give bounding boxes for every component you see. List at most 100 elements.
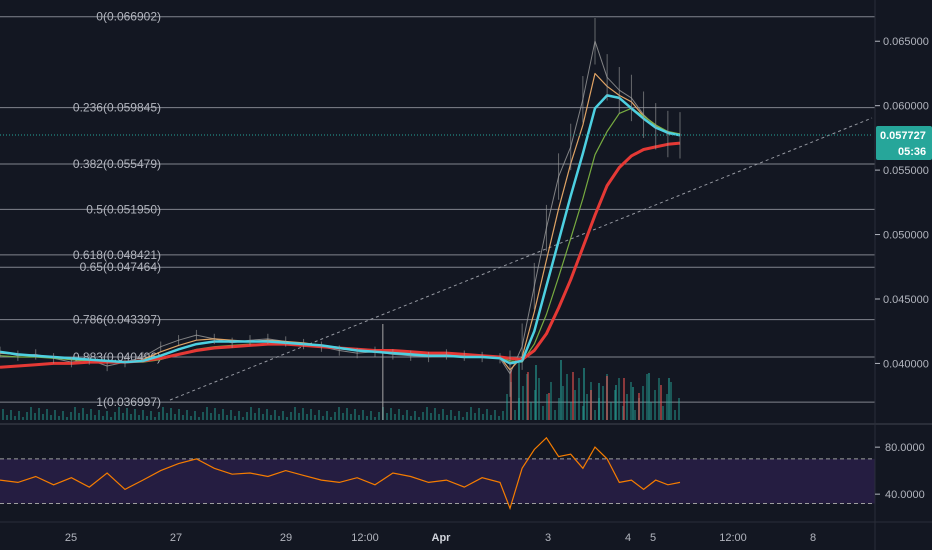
volume-bar [150, 411, 152, 420]
fib-level-label: 0.236(0.059845) [73, 101, 161, 115]
volume-bar [648, 373, 650, 420]
volume-bar [86, 414, 88, 420]
volume-bar [602, 386, 604, 420]
volume-bar [250, 407, 252, 420]
volume-bar [174, 414, 176, 420]
volume-bar [322, 416, 324, 420]
time-axis-tick-label: 12:00 [719, 532, 747, 544]
rsi-axis-tick-label: 40.0000 [885, 489, 925, 501]
volume-bar [10, 410, 12, 420]
time-axis-tick-label: 27 [170, 532, 182, 544]
volume-bar [302, 408, 304, 420]
volume-bar [658, 378, 660, 420]
volume-bar [486, 409, 488, 420]
volume-bar [26, 412, 28, 420]
volume-bar [22, 417, 24, 420]
volume-bar [398, 409, 400, 420]
price-axis[interactable]: 0.065000 0.060000 0.055000 0.050000 0.045000… [875, 36, 929, 370]
volume-bar [474, 413, 476, 420]
volume-bar [660, 385, 662, 420]
volume-bar [110, 417, 112, 420]
volume-bar [562, 386, 564, 420]
volume-bar [470, 407, 472, 420]
volume-bar [538, 378, 540, 420]
volume-bar [290, 412, 292, 420]
series-ma-cyan [0, 94, 681, 365]
volume-bar [162, 407, 164, 420]
current-price-badge-bg [876, 125, 932, 160]
volume-bar [518, 363, 520, 420]
volume-bar [560, 360, 562, 420]
volume-bar [490, 415, 492, 420]
volume-bar [38, 408, 40, 420]
volume-bar [558, 398, 560, 420]
time-axis-tick-label: 3 [545, 532, 551, 544]
fib-level-label: 0.786(0.043397) [73, 313, 161, 327]
volume-bar [618, 378, 620, 420]
volume-bar [210, 413, 212, 420]
volume-bar [30, 407, 32, 420]
volume-bar [178, 409, 180, 420]
price-axis-tick-label: 0.065000 [883, 36, 929, 48]
volume-bar [50, 415, 52, 420]
time-axis-tick-label: 29 [280, 532, 292, 544]
volume-bar [298, 413, 300, 420]
price-axis-tick-label: 0.055000 [883, 165, 929, 177]
volume-bar [462, 417, 464, 420]
volume-bar [422, 412, 424, 420]
volume-bar [646, 374, 648, 420]
volume-bar [426, 407, 428, 420]
price-axis-tick-label: 0.040000 [883, 358, 929, 370]
volume-bar [294, 407, 296, 420]
volume-bar [615, 385, 617, 420]
fib-level-label: 1(0.036997) [96, 395, 161, 409]
volume-bar [572, 372, 574, 420]
volume-bar [354, 409, 356, 420]
dashed-trendline[interactable] [169, 117, 873, 401]
volume-bar [98, 410, 100, 420]
volume-bar [198, 417, 200, 420]
trendline-group[interactable] [169, 117, 873, 401]
volume-bar [154, 417, 156, 420]
volume-bar [634, 410, 636, 420]
volume-bar [54, 410, 56, 420]
volume-bar [522, 386, 524, 420]
volume-bar [218, 414, 220, 420]
volume-bar [2, 409, 4, 420]
time-axis[interactable]: 25 27 29 12:00 Apr 3 4 5 12:00 8 [65, 532, 816, 544]
volume-bar [598, 383, 600, 420]
volume-bars [2, 324, 680, 420]
volume-bar [394, 414, 396, 420]
rsi-line [0, 436, 681, 511]
volume-bar [362, 410, 364, 420]
volume-bar [494, 410, 496, 420]
volume-bar [330, 417, 332, 420]
fibonacci-retracement[interactable]: 0(0.066902) 0.236(0.059845) 0.382(0.055479… [0, 10, 875, 409]
time-axis-tick-label: 8 [810, 532, 816, 544]
volume-bar [18, 411, 20, 420]
volume-bar [270, 415, 272, 420]
volume-bar [590, 390, 592, 420]
volume-bar [194, 411, 196, 420]
time-axis-tick-label: 4 [625, 532, 631, 544]
volume-bar [326, 411, 328, 420]
volume-bar [414, 411, 416, 420]
volume-bar [134, 409, 136, 420]
volume-bar [418, 417, 420, 420]
volume-bar [46, 409, 48, 420]
volume-bar [254, 413, 256, 420]
volume-bar [306, 414, 308, 420]
volume-bar [535, 365, 537, 420]
volume-bar [14, 416, 16, 420]
volume-spike [382, 324, 384, 420]
volume-bar [214, 408, 216, 420]
volume-bar [82, 408, 84, 420]
volume-bar [374, 417, 376, 420]
rsi-axis[interactable]: 80.0000 40.0000 [875, 442, 925, 501]
volume-bar [626, 394, 628, 420]
volume-bar [146, 416, 148, 420]
volume-bar [666, 394, 668, 420]
volume-bar [258, 408, 260, 420]
